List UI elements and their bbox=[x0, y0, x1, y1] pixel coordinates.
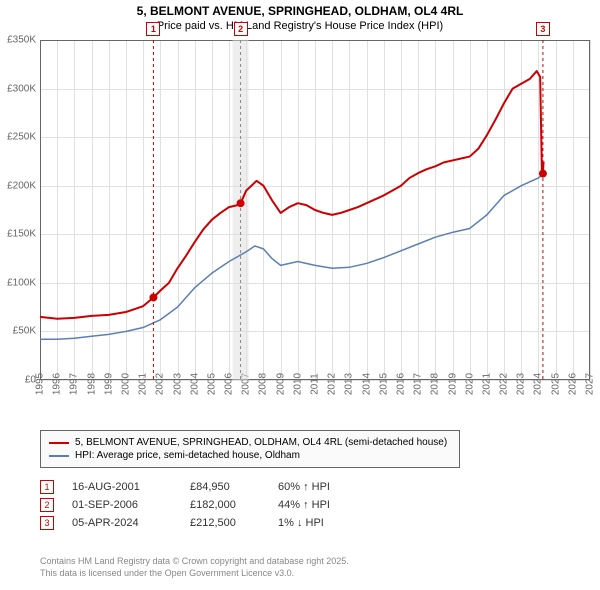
footer-line1: Contains HM Land Registry data © Crown c… bbox=[40, 556, 349, 568]
y-tick-label: £100K bbox=[7, 277, 36, 288]
chart-svg bbox=[40, 40, 590, 380]
sales-marker-box: 2 bbox=[40, 498, 54, 512]
y-tick-label: £250K bbox=[7, 132, 36, 143]
sales-marker-box: 1 bbox=[40, 480, 54, 494]
legend-label: 5, BELMONT AVENUE, SPRINGHEAD, OLDHAM, O… bbox=[75, 437, 447, 448]
legend-box: 5, BELMONT AVENUE, SPRINGHEAD, OLDHAM, O… bbox=[40, 430, 460, 468]
y-tick-label: £350K bbox=[7, 35, 36, 46]
legend-swatch bbox=[49, 455, 69, 457]
marker-label-box: 1 bbox=[146, 22, 160, 36]
gridline-v bbox=[590, 40, 591, 380]
legend-item: 5, BELMONT AVENUE, SPRINGHEAD, OLDHAM, O… bbox=[49, 437, 451, 448]
attribution-footer: Contains HM Land Registry data © Crown c… bbox=[40, 556, 349, 579]
sales-table: 1 16-AUG-2001 £84,950 60% ↑ HPI 2 01-SEP-2006… bbox=[40, 476, 368, 534]
legend-item: HPI: Average price, semi-detached house,… bbox=[49, 450, 451, 461]
y-tick-label: £300K bbox=[7, 83, 36, 94]
chart-title-line2: Price paid vs. HM Land Registry's House … bbox=[0, 20, 600, 34]
sales-date: 01-SEP-2006 bbox=[72, 499, 172, 511]
y-tick-label: £50K bbox=[13, 326, 36, 337]
marker-label-box: 3 bbox=[536, 22, 550, 36]
sales-marker-box: 3 bbox=[40, 516, 54, 530]
y-tick-label: £200K bbox=[7, 180, 36, 191]
y-tick-label: £150K bbox=[7, 229, 36, 240]
marker-dot bbox=[539, 170, 547, 178]
plot-area: £0£50K£100K£150K£200K£250K£300K£350K1995… bbox=[40, 40, 590, 380]
sales-date: 05-APR-2024 bbox=[72, 517, 172, 529]
legend-label: HPI: Average price, semi-detached house,… bbox=[75, 450, 300, 461]
sales-row: 1 16-AUG-2001 £84,950 60% ↑ HPI bbox=[40, 480, 368, 494]
sales-price: £212,500 bbox=[190, 517, 260, 529]
sales-row: 3 05-APR-2024 £212,500 1% ↓ HPI bbox=[40, 516, 368, 530]
sales-price: £182,000 bbox=[190, 499, 260, 511]
series-line bbox=[40, 71, 544, 319]
sales-pct-vs-hpi: 1% ↓ HPI bbox=[278, 517, 368, 529]
chart-container: £0£50K£100K£150K£200K£250K£300K£350K1995… bbox=[0, 40, 600, 420]
marker-dot bbox=[237, 199, 245, 207]
chart-title-line1: 5, BELMONT AVENUE, SPRINGHEAD, OLDHAM, O… bbox=[0, 0, 600, 20]
sales-date: 16-AUG-2001 bbox=[72, 481, 172, 493]
marker-label-box: 2 bbox=[234, 22, 248, 36]
sales-price: £84,950 bbox=[190, 481, 260, 493]
sales-pct-vs-hpi: 44% ↑ HPI bbox=[278, 499, 368, 511]
sales-row: 2 01-SEP-2006 £182,000 44% ↑ HPI bbox=[40, 498, 368, 512]
marker-dot bbox=[149, 293, 157, 301]
legend-swatch bbox=[49, 442, 69, 444]
sales-pct-vs-hpi: 60% ↑ HPI bbox=[278, 481, 368, 493]
footer-line2: This data is licensed under the Open Gov… bbox=[40, 568, 349, 580]
